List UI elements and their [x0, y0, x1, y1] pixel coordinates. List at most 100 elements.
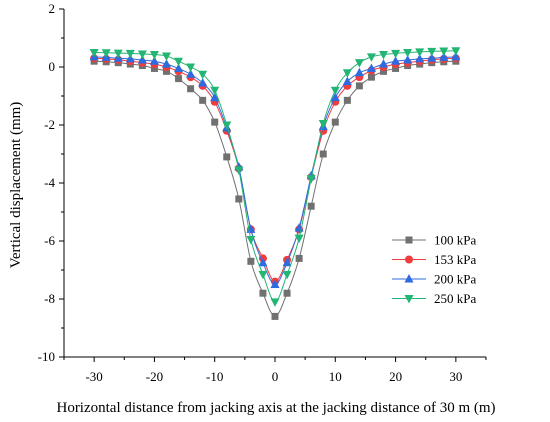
data-point-triangle-down	[125, 49, 135, 59]
data-point-square	[199, 96, 207, 104]
data-point-square	[319, 150, 327, 158]
data-point-triangle-down	[113, 49, 123, 59]
x-tick-label: 20	[389, 369, 402, 384]
x-tick-label: -20	[146, 369, 163, 384]
data-point-triangle-down	[282, 270, 292, 280]
series-layer	[89, 47, 461, 320]
data-point-triangle-up	[379, 59, 389, 68]
x-tick-label: 30	[449, 369, 462, 384]
data-point-triangle-down	[306, 175, 316, 184]
data-point-square	[380, 67, 388, 75]
data-point-triangle-up	[186, 69, 196, 78]
data-point-triangle-up	[451, 51, 461, 61]
legend-item: 250 kPa	[392, 291, 476, 306]
data-point-triangle-up	[342, 76, 352, 85]
data-point-triangle-down	[439, 47, 449, 57]
data-point-square	[271, 312, 279, 320]
data-point-triangle-down	[342, 69, 352, 78]
data-point-triangle-down	[186, 63, 196, 72]
data-point-square	[175, 75, 183, 83]
data-point-triangle-up	[210, 92, 220, 101]
x-tick-label: 0	[272, 369, 279, 384]
data-point-square	[392, 64, 400, 72]
data-point-square	[367, 73, 375, 81]
series-line	[94, 56, 456, 286]
data-point-triangle-down	[379, 51, 389, 60]
data-point-triangle-up	[439, 52, 449, 61]
data-point-triangle-up	[270, 279, 280, 288]
series-200-kpa	[89, 51, 461, 288]
data-point-triangle-down	[294, 234, 304, 244]
data-point-triangle-down	[427, 47, 437, 57]
data-point-square	[162, 67, 170, 75]
y-tick-label: 2	[49, 1, 56, 16]
x-tick-label: 10	[329, 369, 342, 384]
data-point-triangle-down	[210, 86, 220, 96]
data-point-square	[150, 64, 158, 72]
x-tick-label: -30	[85, 369, 102, 384]
data-point-triangle-up	[161, 59, 171, 68]
data-point-triangle-down	[149, 51, 159, 60]
data-point-triangle-down	[174, 57, 184, 67]
data-point-square	[223, 153, 231, 161]
data-point-triangle-up	[137, 55, 147, 64]
x-tick-label: -10	[206, 369, 223, 384]
data-point-triangle-up	[404, 274, 414, 283]
data-point-square	[247, 257, 255, 265]
data-point-triangle-down	[101, 49, 111, 58]
legend: 100 kPa 153 kPa 200 kPa 250 kPa	[392, 233, 476, 306]
data-point-circle	[405, 255, 413, 264]
legend-label: 153 kPa	[434, 252, 476, 267]
data-point-triangle-up	[282, 257, 292, 267]
y-axis-title: Vertical displacement (mm)	[8, 102, 24, 269]
legend-label: 200 kPa	[434, 272, 476, 287]
data-point-square	[283, 289, 291, 297]
legend-item: 153 kPa	[392, 252, 476, 267]
data-point-square	[211, 118, 219, 126]
data-point-triangle-down	[161, 52, 171, 61]
data-point-triangle-down	[258, 270, 268, 280]
data-point-triangle-down	[222, 121, 232, 130]
y-tick-label: -4	[44, 175, 55, 190]
data-point-triangle-down	[451, 47, 461, 56]
data-point-triangle-up	[427, 53, 437, 62]
data-point-square	[187, 85, 195, 93]
data-point-triangle-up	[258, 257, 268, 267]
data-point-triangle-down	[404, 295, 414, 304]
data-point-triangle-down	[403, 49, 413, 58]
data-point-triangle-down	[391, 49, 401, 59]
data-point-triangle-up	[366, 63, 376, 72]
y-tick-label: -2	[44, 117, 55, 132]
data-point-triangle-down	[366, 53, 376, 62]
data-point-triangle-up	[391, 56, 401, 65]
legend-label: 100 kPa	[434, 233, 476, 248]
data-point-triangle-up	[198, 77, 208, 87]
data-point-triangle-down	[198, 70, 208, 80]
series-250-kpa	[89, 47, 461, 307]
data-point-triangle-down	[246, 236, 256, 245]
data-point-square	[295, 254, 303, 262]
data-point-triangle-down	[415, 48, 425, 57]
legend-label: 250 kPa	[434, 291, 476, 306]
data-point-triangle-up	[149, 56, 159, 65]
data-point-square	[343, 96, 351, 104]
y-tick-label: 0	[49, 59, 56, 74]
data-point-square	[235, 195, 243, 203]
data-point-triangle-up	[403, 55, 413, 64]
legend-item: 200 kPa	[392, 272, 476, 287]
data-point-triangle-down	[234, 166, 244, 175]
y-tick-label: -8	[44, 291, 55, 306]
data-point-triangle-down	[89, 49, 99, 58]
series-153-kpa	[90, 54, 460, 286]
y-tick-label: -6	[44, 233, 55, 248]
data-point-square	[307, 202, 315, 210]
data-point-triangle-down	[318, 120, 328, 129]
legend-item: 100 kPa	[392, 233, 476, 248]
data-point-square	[331, 118, 339, 126]
series-line	[94, 50, 456, 303]
data-point-triangle-up	[354, 67, 364, 77]
data-point-square	[259, 289, 267, 297]
data-point-triangle-up	[415, 53, 425, 63]
plot-area: -10-8-6-4-202-30 -20 -10 0 10 20 30	[38, 1, 487, 384]
